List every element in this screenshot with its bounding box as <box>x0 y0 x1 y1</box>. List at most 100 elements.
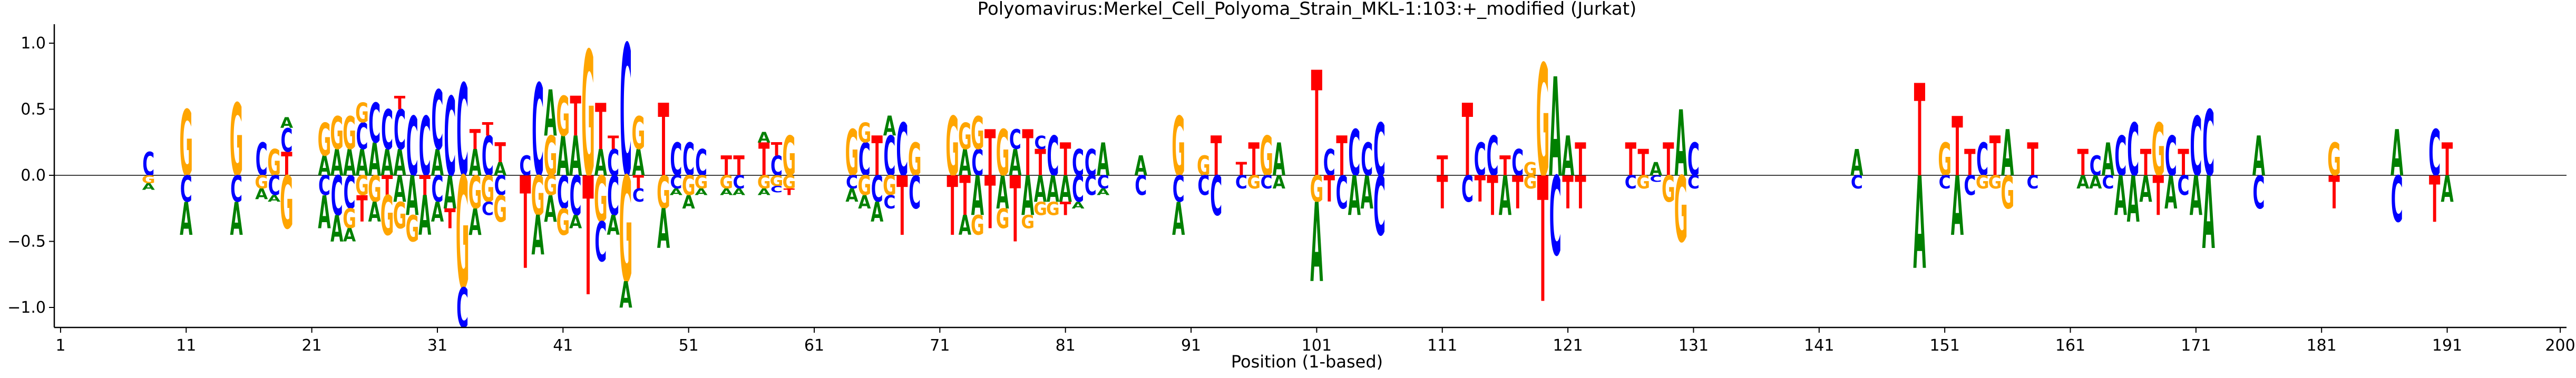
logo-letter-glyph: A <box>2114 164 2127 227</box>
x-tick-label: 51 <box>679 336 699 355</box>
logo-letter-g: G <box>380 184 394 247</box>
logo-letter-a: A <box>1273 134 1285 187</box>
logo-letter-t: T <box>1914 58 1925 205</box>
logo-letter-glyph: C <box>1197 171 1209 202</box>
logo-letter-glyph: C <box>2114 125 2126 188</box>
logo-letter-glyph: G <box>544 171 558 202</box>
logo-letter-g: G <box>544 171 558 202</box>
logo-letter-glyph: T <box>482 118 494 140</box>
logo-letter-glyph: C <box>670 134 682 187</box>
logo-letter-glyph: A <box>1097 134 1109 187</box>
logo-letter-glyph: C <box>1373 160 1385 254</box>
logo-letter-glyph: C <box>1361 134 1373 187</box>
logo-letter-a: A <box>1562 125 1574 188</box>
logo-letter-g: G <box>657 167 670 220</box>
logo-letter-glyph: T <box>2027 134 2038 187</box>
logo-letter-a: A <box>343 224 356 246</box>
logo-letter-g: G <box>456 145 470 324</box>
logo-letter-glyph: C <box>519 151 531 182</box>
logo-letter-c: C <box>1549 154 1562 280</box>
logo-letter-a: A <box>393 142 406 184</box>
logo-letter-t: T <box>2429 163 2440 237</box>
logo-letter-glyph: T <box>419 171 430 202</box>
logo-letter-glyph: C <box>570 164 582 227</box>
logo-letter-glyph: T <box>720 151 731 182</box>
logo-letter-glyph: A <box>330 207 344 250</box>
logo-letter-a: A <box>1850 142 1863 184</box>
logo-letter-glyph: G <box>267 142 281 184</box>
logo-letter-t: T <box>1487 164 1498 227</box>
logo-letter-glyph: A <box>469 142 482 184</box>
logo-letter-glyph: A <box>2252 125 2265 188</box>
logo-letter-t: T <box>1060 198 1071 220</box>
logo-letter-glyph: C <box>344 167 356 220</box>
logo-letter-t: T <box>1311 42 1322 210</box>
logo-letter-glyph: T <box>959 164 970 227</box>
logo-letter-glyph: A <box>2441 168 2454 211</box>
logo-letter-glyph: A <box>2390 116 2403 191</box>
logo-letter-glyph: A <box>2089 172 2102 193</box>
logo-letter-c: C <box>1173 168 1185 211</box>
logo-letter-glyph: T <box>1437 167 1448 220</box>
logo-letter-glyph: A <box>619 274 632 316</box>
logo-letter-glyph: C <box>318 171 330 202</box>
logo-letter-t: T <box>1951 100 1963 195</box>
logo-letter-c: C <box>607 142 619 184</box>
x-tick-label: 21 <box>302 336 322 355</box>
logo-letter-glyph: C <box>884 191 896 213</box>
logo-letter-glyph: C <box>494 171 506 202</box>
logo-letter-glyph: G <box>481 168 494 211</box>
logo-letter-glyph: G <box>1247 172 1261 193</box>
logo-letter-glyph: T <box>1575 167 1586 220</box>
logo-letter-c: C <box>858 134 871 187</box>
logo-letter-c: C <box>2090 151 2102 182</box>
logo-letter-glyph: A <box>1549 51 1562 208</box>
logo-letter-glyph: A <box>2190 164 2202 227</box>
logo-letter-glyph: C <box>1210 164 1222 227</box>
logo-letter-g: G <box>971 107 984 160</box>
logo-letter-c: C <box>846 172 858 193</box>
logo-letter-g: G <box>845 116 859 191</box>
logo-letter-glyph: G <box>958 115 972 157</box>
logo-letter-glyph: A <box>356 142 369 184</box>
logo-letter-glyph: T <box>896 160 908 254</box>
logo-letter-c: C <box>1976 134 1988 187</box>
logo-letter-glyph: A <box>1675 92 1687 197</box>
logo-letter-a: A <box>1071 200 1085 211</box>
logo-letter-c: C <box>1210 164 1222 227</box>
logo-letter-g: G <box>531 164 545 227</box>
logo-letter-g: G <box>770 173 784 190</box>
logo-letter-glyph: A <box>632 142 645 184</box>
logo-letter-glyph: C <box>431 168 443 211</box>
logo-letter-glyph: A <box>1562 125 1574 188</box>
logo-letter-glyph: A <box>1071 200 1085 211</box>
logo-letter-t: T <box>2328 167 2339 220</box>
logo-letter-g: G <box>2327 134 2341 187</box>
logo-letter-glyph: T <box>1663 134 1674 187</box>
logo-letter-c: C <box>2027 172 2039 193</box>
logo-letter-glyph: A <box>368 134 381 187</box>
logo-letter-glyph: A <box>1021 164 1034 227</box>
logo-letter-glyph: G <box>380 184 394 247</box>
logo-letter-c: C <box>1336 167 1348 220</box>
logo-letter-glyph: C <box>846 172 858 193</box>
logo-letter-glyph: A <box>381 142 394 184</box>
logo-letter-c: C <box>2127 108 2139 193</box>
logo-letter-c: C <box>896 108 908 193</box>
logo-letter-glyph: A <box>758 187 771 197</box>
logo-letter-glyph: C <box>620 7 632 218</box>
logo-letter-t: T <box>1022 116 1033 191</box>
logo-letter-glyph: G <box>2327 134 2341 187</box>
logo-letter-glyph: G <box>2001 167 2014 220</box>
logo-letter-glyph: G <box>1976 172 1989 193</box>
logo-letter-glyph: C <box>1009 124 1021 156</box>
logo-letter-g: G <box>1260 125 1273 188</box>
logo-letter-glyph: G <box>330 107 344 160</box>
logo-letter-glyph: C <box>1235 172 1247 193</box>
logo-letter-a: A <box>2164 167 2177 220</box>
y-tick-label: 0.0 <box>21 166 46 185</box>
logo-letter-c: C <box>180 168 192 211</box>
logo-letter-t: T <box>595 90 606 164</box>
logo-letter-a: A <box>268 194 281 204</box>
logo-letter-g: G <box>469 167 482 220</box>
